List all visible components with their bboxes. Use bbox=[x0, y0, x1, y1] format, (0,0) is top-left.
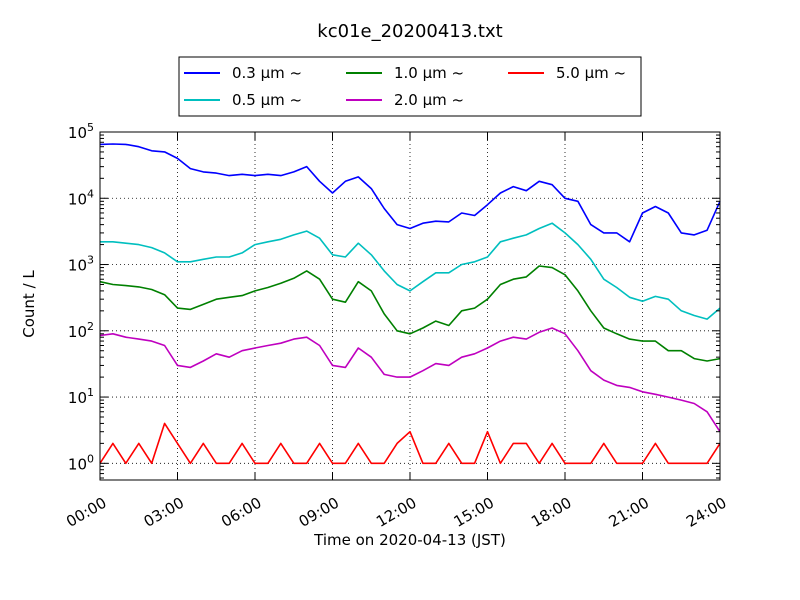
legend-label-4: 5.0 µm ~ bbox=[556, 64, 626, 82]
series-line-4 bbox=[99, 422, 721, 465]
x-tick-label: 12:00 bbox=[373, 494, 419, 531]
series-line-2 bbox=[99, 265, 721, 362]
y-tick-label: 105 bbox=[68, 121, 94, 142]
x-tick-label: 03:00 bbox=[141, 494, 187, 531]
x-tick-labels: 00:00 03:00 06:00 09:00 12:00 15:00 18:00 21:00… bbox=[63, 494, 729, 531]
x-tick-label: 21:00 bbox=[606, 494, 652, 531]
legend-label-1: 0.5 µm ~ bbox=[232, 91, 302, 109]
y-tick-label: 101 bbox=[68, 386, 94, 407]
y-tick-labels: 100 101 102 103 104 105 bbox=[68, 121, 94, 473]
legend-label-2: 1.0 µm ~ bbox=[394, 64, 464, 82]
x-tick-label: 15:00 bbox=[451, 494, 497, 531]
x-tick-label: 24:00 bbox=[683, 494, 729, 531]
series-line-0 bbox=[99, 143, 721, 243]
y-tick-label: 103 bbox=[68, 254, 94, 275]
series-line-3 bbox=[99, 327, 721, 433]
chart-title: kc01e_20200413.txt bbox=[317, 21, 502, 42]
grid bbox=[99, 131, 721, 480]
legend-label-0: 0.3 µm ~ bbox=[232, 64, 302, 82]
axes bbox=[99, 131, 721, 481]
y-tick-label: 104 bbox=[68, 187, 94, 208]
legend-box bbox=[178, 56, 642, 117]
y-tick-label: 100 bbox=[68, 452, 94, 473]
x-tick-label: 06:00 bbox=[218, 494, 264, 531]
x-tick-label: 09:00 bbox=[296, 494, 342, 531]
y-tick-label: 102 bbox=[68, 320, 94, 341]
legend: 0.3 µm ~ 0.5 µm ~ 1.0 µm ~ 2.0 µm ~ 5.0 µm ~ bbox=[178, 56, 642, 117]
x-tick-label: 18:00 bbox=[528, 494, 574, 531]
series-line-1 bbox=[100, 222, 721, 320]
series-layer bbox=[99, 143, 721, 465]
x-axis-label: Time on 2020-04-13 (JST) bbox=[313, 531, 506, 549]
x-tick-label: 00:00 bbox=[63, 494, 109, 531]
legend-label-3: 2.0 µm ~ bbox=[394, 91, 464, 109]
y-axis-label: Count / L bbox=[20, 270, 38, 338]
